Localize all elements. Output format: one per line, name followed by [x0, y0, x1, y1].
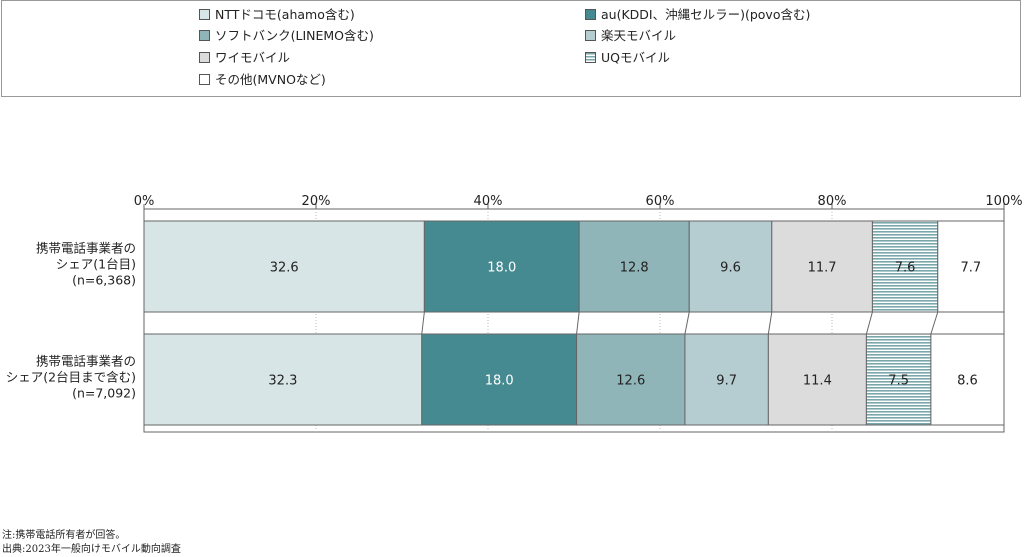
data-label: 8.6 — [957, 374, 978, 389]
legend-swatch — [585, 52, 596, 63]
bar-segment — [423, 220, 580, 313]
legend-swatch — [199, 52, 210, 63]
legend-swatch — [199, 30, 210, 41]
bar-segment — [937, 220, 1005, 313]
legend-item: au(KDDI、沖縄セルラー)(povo含む) — [585, 7, 810, 23]
legend-swatch — [199, 74, 210, 85]
data-label: 18.0 — [485, 374, 514, 389]
bar-segment — [688, 220, 773, 313]
connector-line — [930, 311, 939, 335]
x-tick-label: 0% — [134, 194, 155, 209]
legend-swatch — [585, 9, 596, 20]
legend-label: ワイモバイル — [215, 50, 291, 65]
bar-segment — [871, 220, 939, 313]
x-tick-label: 40% — [474, 194, 503, 209]
category-label: (n=6,368) — [72, 273, 136, 288]
bar-segment — [143, 220, 425, 313]
data-label: 9.6 — [720, 261, 741, 276]
connector-line — [576, 311, 580, 335]
bar-segment — [865, 333, 932, 426]
source-text: 出典:2023年一般向けモバイル動向調査 — [2, 544, 181, 555]
x-tick-label: 100% — [985, 194, 1022, 209]
x-tick-label: 20% — [302, 194, 331, 209]
data-label: 18.0 — [487, 261, 516, 276]
data-label: 7.7 — [961, 261, 982, 276]
legend-item: UQモバイル — [585, 50, 670, 66]
category-label: 携帯電話事業者の — [36, 354, 136, 369]
connector-line — [421, 311, 425, 335]
bar-segment — [684, 333, 769, 426]
legend-label: UQモバイル — [601, 50, 670, 65]
legend-label: au(KDDI、沖縄セルラー)(povo含む) — [601, 7, 811, 22]
data-label: 11.7 — [808, 261, 837, 276]
data-label: 7.5 — [888, 374, 909, 389]
category-label: 携帯電話事業者の — [36, 241, 136, 256]
legend-swatch — [199, 9, 210, 20]
data-label: 12.6 — [616, 374, 645, 389]
bar-segment — [771, 220, 873, 313]
connector-line — [767, 311, 773, 335]
data-label: 7.6 — [895, 261, 916, 276]
data-label: 9.7 — [716, 374, 737, 389]
bar-segment — [930, 333, 1005, 426]
category-label: シェア(1台目) — [56, 257, 136, 272]
legend-item: NTTドコモ(ahamo含む) — [199, 7, 355, 23]
legend-label: その他(MVNOなど) — [215, 72, 326, 87]
legend-item: ソフトバンク(LINEMO含む) — [199, 28, 374, 44]
x-tick-label: 60% — [646, 194, 675, 209]
legend-swatch — [585, 30, 596, 41]
bar-segment — [578, 220, 690, 313]
legend-item: ワイモバイル — [199, 50, 290, 66]
connector-line — [684, 311, 690, 335]
data-label: 32.3 — [268, 374, 297, 389]
legend: NTTドコモ(ahamo含む) au(KDDI、沖縄セルラー)(povo含む) ソフ… — [1, 0, 1021, 97]
note-text: 注:携帯電話所有者が回答。 — [2, 530, 126, 541]
data-label: 11.4 — [803, 374, 832, 389]
bar-segment — [143, 333, 423, 426]
category-label: シェア(2台目まで含む) — [6, 370, 136, 385]
bar-segment — [767, 333, 867, 426]
plot-frame — [143, 208, 1005, 433]
bar-segment — [576, 333, 686, 426]
bar-segment — [421, 333, 578, 426]
category-label: (n=7,092) — [72, 386, 136, 401]
legend-label: 楽天モバイル — [601, 28, 677, 43]
legend-item: 楽天モバイル — [585, 28, 676, 44]
connector-line — [865, 311, 873, 335]
legend-label: NTTドコモ(ahamo含む) — [215, 7, 355, 22]
data-label: 32.6 — [270, 261, 299, 276]
data-label: 12.8 — [620, 261, 649, 276]
legend-item: その他(MVNOなど) — [199, 72, 326, 88]
x-tick-label: 80% — [818, 194, 847, 209]
legend-label: ソフトバンク(LINEMO含む) — [215, 28, 374, 43]
